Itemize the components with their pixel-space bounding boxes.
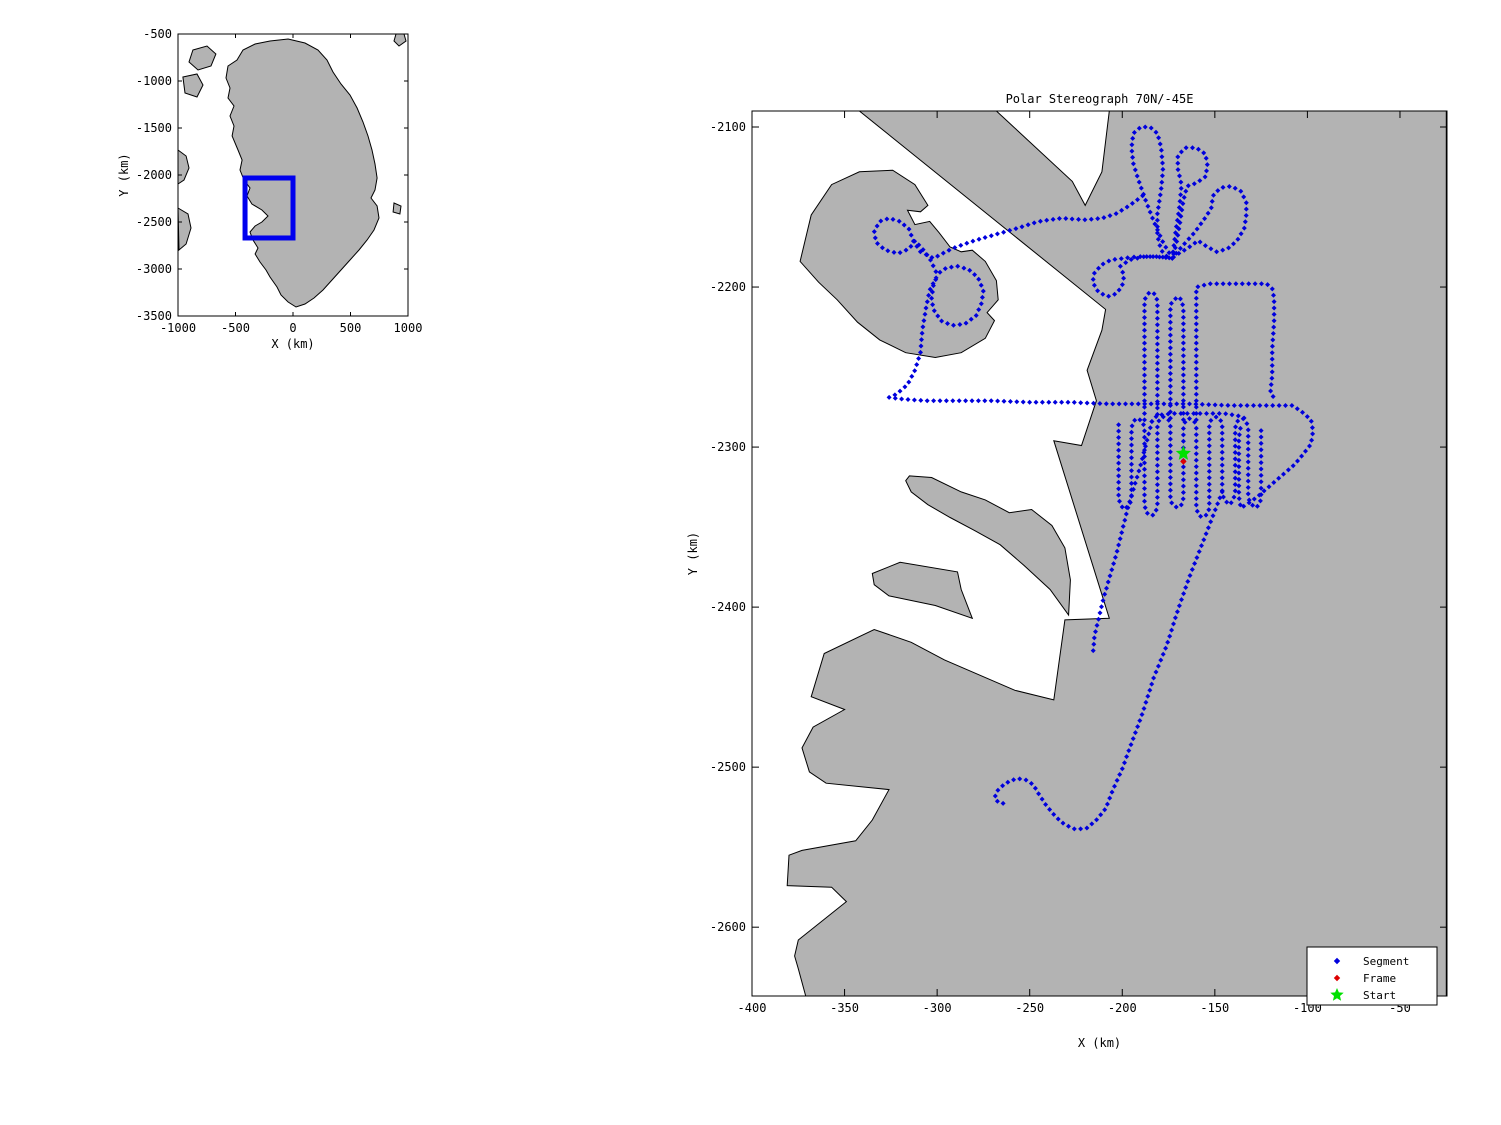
x-tick-label: -200 xyxy=(1108,1001,1137,1015)
legend-marker-frame xyxy=(1333,974,1341,982)
segment-track-polyline xyxy=(1090,254,1175,299)
y-tick-label: -2500 xyxy=(710,760,746,774)
coastline-polygon xyxy=(225,38,380,308)
main-land-layer xyxy=(786,110,1447,997)
x-tick-label: 1000 xyxy=(394,321,423,335)
x-tick-label: -150 xyxy=(1200,1001,1229,1015)
y-tick-label: -2000 xyxy=(136,168,172,182)
plot-title: Polar Stereograph 70N/-45E xyxy=(1006,92,1194,106)
start-marker xyxy=(1175,445,1191,460)
y-axis-label: Y (km) xyxy=(686,532,700,575)
coastline-polygon xyxy=(177,149,190,185)
y-tick-label: -3000 xyxy=(136,262,172,276)
legend-marker-start xyxy=(1330,988,1344,1001)
coastline-polygon xyxy=(393,33,407,47)
frame-marker xyxy=(1180,458,1187,465)
segment-track-polyline xyxy=(1169,145,1210,261)
y-tick-label: -500 xyxy=(143,27,172,41)
coastline-polygon xyxy=(182,73,204,98)
coastline-polygon xyxy=(871,561,974,620)
coastline-polygon xyxy=(392,202,402,215)
legend: Segment Frame Start xyxy=(1306,946,1438,1006)
y-axis-label: Y (km) xyxy=(117,153,131,196)
coastline-polygon xyxy=(188,45,217,71)
legend-label: Frame xyxy=(1363,972,1396,985)
y-tick-label: -2200 xyxy=(710,280,746,294)
y-tick-label: -2500 xyxy=(136,215,172,229)
main-axes-box xyxy=(751,110,1448,997)
legend-label: Start xyxy=(1363,989,1396,1002)
coastline-polygon xyxy=(786,110,1447,997)
segment-track-polyline xyxy=(1142,290,1160,423)
legend-label: Segment xyxy=(1363,955,1409,968)
x-axis-label: X (km) xyxy=(271,337,314,351)
segment-track-polyline xyxy=(1149,411,1247,424)
flight-track-layer xyxy=(871,124,1316,832)
legend-box xyxy=(1306,946,1438,1006)
x-axis-label: X (km) xyxy=(1078,1036,1121,1050)
x-tick-label: -300 xyxy=(923,1001,952,1015)
inset-land-layer xyxy=(177,33,407,308)
segment-track-polyline xyxy=(1116,414,1264,519)
y-tick-label: -2400 xyxy=(710,600,746,614)
coastline-polygon xyxy=(177,207,192,252)
x-tick-label: -1000 xyxy=(160,321,196,335)
main-plot: -400 -350 -300 -250 -200 -150 -100 -50-2100-220… xyxy=(686,92,1448,1050)
y-tick-label: -3500 xyxy=(136,309,172,323)
y-tick-label: -2300 xyxy=(710,440,746,454)
segment-track-polyline xyxy=(1169,184,1249,261)
segment-track-polyline xyxy=(1129,124,1175,261)
x-tick-label: -250 xyxy=(1015,1001,1044,1015)
y-tick-label: -2100 xyxy=(710,120,746,134)
x-tick-label: -400 xyxy=(738,1001,767,1015)
y-tick-label: -1500 xyxy=(136,121,172,135)
coastline-polygon xyxy=(799,169,999,359)
x-tick-label: -350 xyxy=(830,1001,859,1015)
legend-marker-segment xyxy=(1333,957,1341,965)
inset-plot: -1000 -500 0 500 1000 -500 -1000 -1500 -2000 -250… xyxy=(117,27,422,351)
coastline-polygon xyxy=(905,475,1071,617)
roi-box xyxy=(242,175,296,241)
segment-track-polyline xyxy=(1167,296,1186,423)
x-tick-label: -500 xyxy=(221,321,250,335)
y-tick-label: -1000 xyxy=(136,74,172,88)
x-tick-label: 500 xyxy=(340,321,362,335)
y-tick-label: -2600 xyxy=(710,920,746,934)
x-tick-label: 0 xyxy=(289,321,296,335)
segment-track-polyline xyxy=(1090,419,1155,654)
inset-axes: -1000 -500 0 500 1000 -500 -1000 -1500 -2000 -250… xyxy=(136,27,423,335)
